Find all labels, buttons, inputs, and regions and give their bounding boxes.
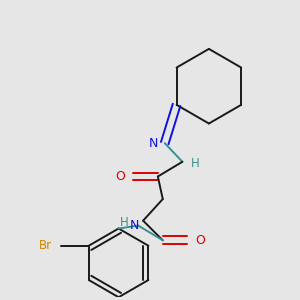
Text: N: N <box>148 136 158 150</box>
Text: O: O <box>195 234 205 247</box>
Text: H: H <box>191 157 200 170</box>
Text: N: N <box>130 219 139 232</box>
Text: H: H <box>120 216 128 229</box>
Text: O: O <box>116 170 125 183</box>
Text: Br: Br <box>38 239 52 252</box>
